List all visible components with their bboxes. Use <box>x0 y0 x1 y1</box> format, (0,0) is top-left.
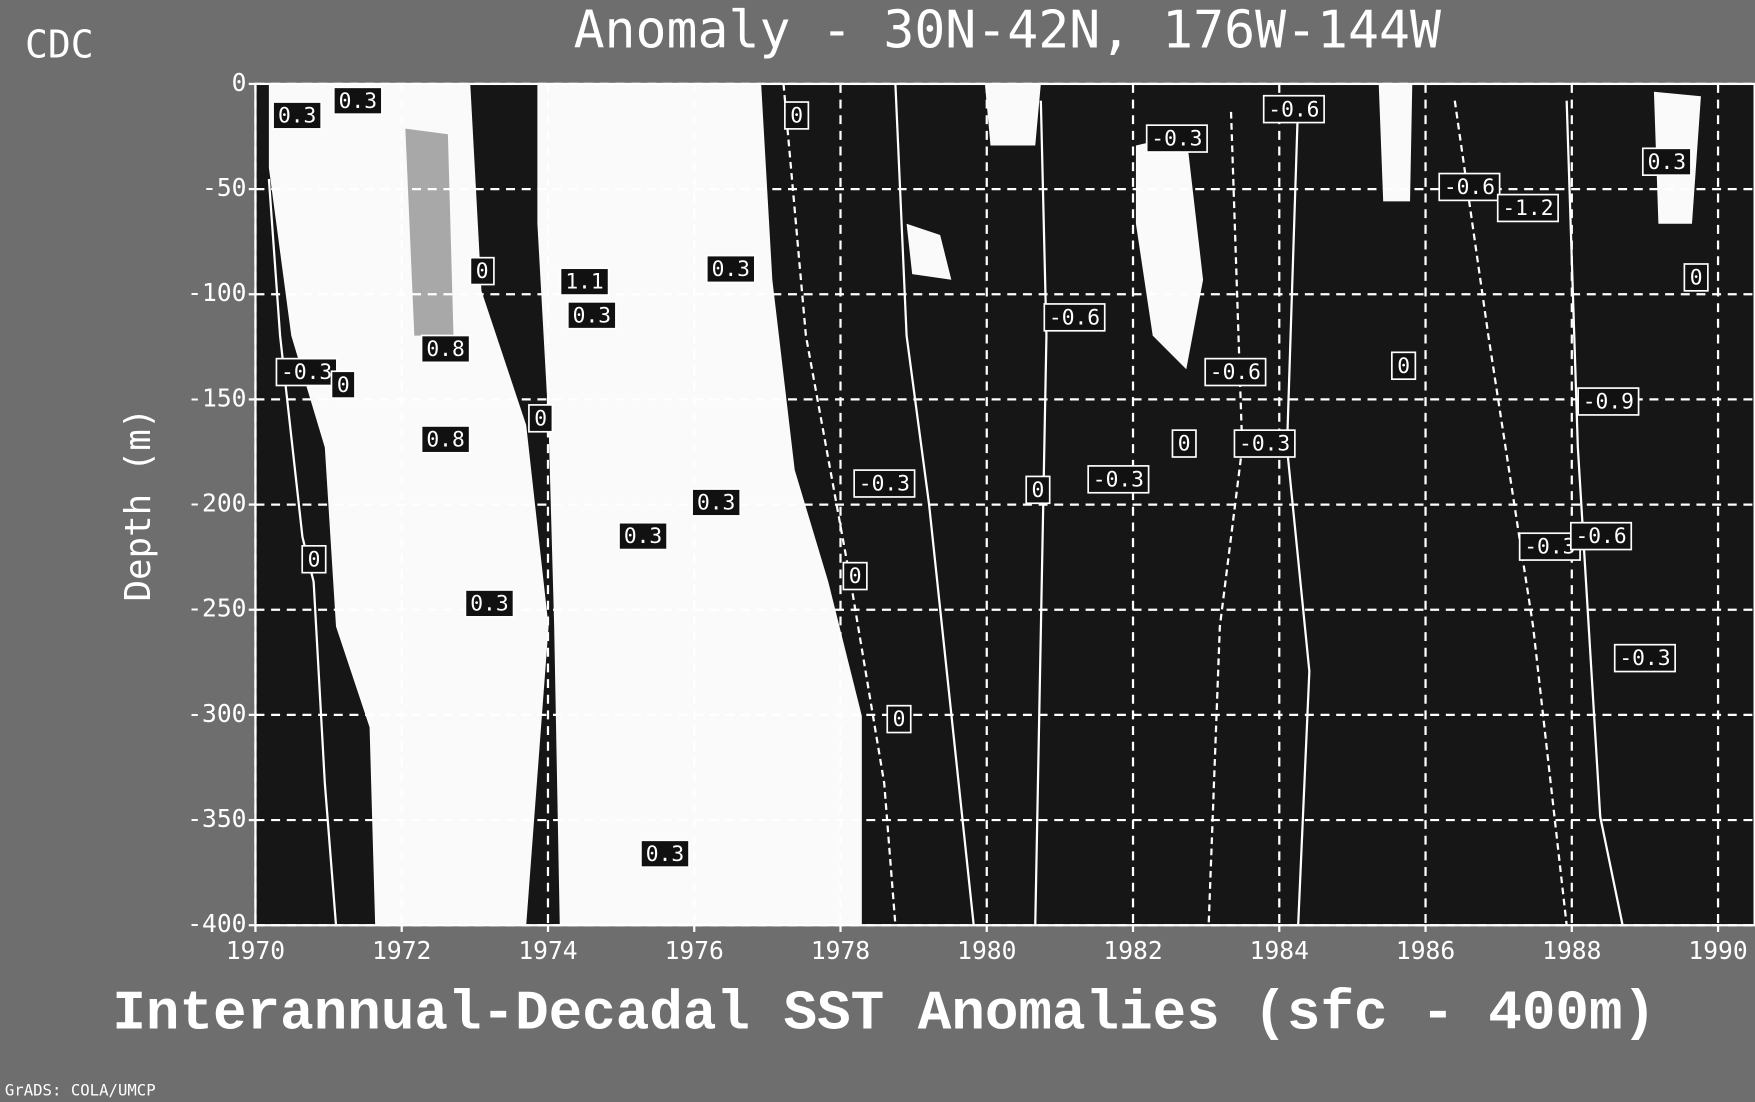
contour-label: 0.3 <box>646 842 684 867</box>
y-axis-label: Depth (m) <box>118 408 159 602</box>
y-tick-label: -150 <box>187 383 246 412</box>
contour-label: 0.3 <box>712 257 750 282</box>
x-tick-label: 1986 <box>1396 936 1455 965</box>
x-tick-label: 1982 <box>1103 936 1162 965</box>
contour-label: -0.6 <box>1444 175 1495 200</box>
contour-label: 0.8 <box>426 337 464 362</box>
footer: GrADS: COLA/UMCP <box>5 1080 156 1099</box>
contour-label: -0.6 <box>1268 97 1319 122</box>
contour-label: -0.3 <box>1524 535 1575 560</box>
contour-label: -0.6 <box>1049 305 1100 330</box>
contour-label: -0.6 <box>1210 360 1261 385</box>
contour-label: 0.3 <box>470 592 508 617</box>
contour-label: 0 <box>1690 266 1703 291</box>
y-tick-label: -100 <box>187 278 246 307</box>
contour-label: 0 <box>308 547 321 572</box>
x-tick-label: 1972 <box>372 936 431 965</box>
x-tick-label: 1970 <box>226 936 285 965</box>
corner-label: CDC <box>25 22 94 66</box>
contour-label: 0.3 <box>339 89 377 114</box>
contour-label: 0 <box>893 707 906 732</box>
contour-label: 0 <box>1032 478 1045 503</box>
contour-label: 0.8 <box>426 427 464 452</box>
contour-label: -0.3 <box>1239 432 1290 457</box>
contour-label: 0 <box>337 373 350 398</box>
contour-label: -0.6 <box>1575 524 1626 549</box>
contour-label: -0.3 <box>1619 646 1670 671</box>
contour-label: 0 <box>1178 432 1191 457</box>
x-tick-label: 1984 <box>1250 936 1309 965</box>
x-tick-label: 1990 <box>1688 936 1747 965</box>
x-tick-label: 1980 <box>957 936 1016 965</box>
y-tick-label: -400 <box>187 909 246 938</box>
contour-label: 0.3 <box>278 104 316 129</box>
y-tick-label: -350 <box>187 804 246 833</box>
contour-label: 0 <box>476 259 489 284</box>
contour-label: 0 <box>534 406 547 431</box>
contour-label: 0.3 <box>1648 150 1686 175</box>
contour-label: 0.3 <box>697 491 735 516</box>
contour-label: -0.3 <box>281 360 332 385</box>
x-tick-label: 1988 <box>1542 936 1601 965</box>
chart: CDC Anomaly - 30N-42N, 176W-144W Depth (… <box>0 0 1755 1102</box>
y-tick-label: -50 <box>202 173 246 202</box>
contour-label: -0.3 <box>1151 127 1202 152</box>
contour-label: -0.3 <box>1093 467 1144 492</box>
contour-label: 0 <box>790 104 803 129</box>
contour-label: -0.3 <box>859 472 910 497</box>
contour-label: 0.3 <box>573 303 611 328</box>
y-tick-label: 0 <box>232 68 247 97</box>
contour-label: -1.2 <box>1502 196 1553 221</box>
x-tick-label: 1974 <box>518 936 577 965</box>
x-tick-label: 1978 <box>811 936 870 965</box>
contour-label: 0 <box>1397 354 1410 379</box>
contour-label: -0.9 <box>1583 390 1634 415</box>
x-tick-label: 1976 <box>665 936 724 965</box>
y-tick-label: -250 <box>187 594 246 623</box>
contour-label: 1.1 <box>565 270 603 295</box>
contour-label: 0.3 <box>624 524 662 549</box>
chart-title: Anomaly - 30N-42N, 176W-144W <box>574 1 1441 61</box>
y-tick-label: -200 <box>187 489 246 518</box>
page: CDC Anomaly - 30N-42N, 176W-144W Depth (… <box>0 0 1755 1102</box>
contour-label: 0 <box>849 564 862 589</box>
caption: Interannual-Decadal SST Anomalies (sfc -… <box>112 981 1656 1045</box>
y-tick-label: -300 <box>187 699 246 728</box>
